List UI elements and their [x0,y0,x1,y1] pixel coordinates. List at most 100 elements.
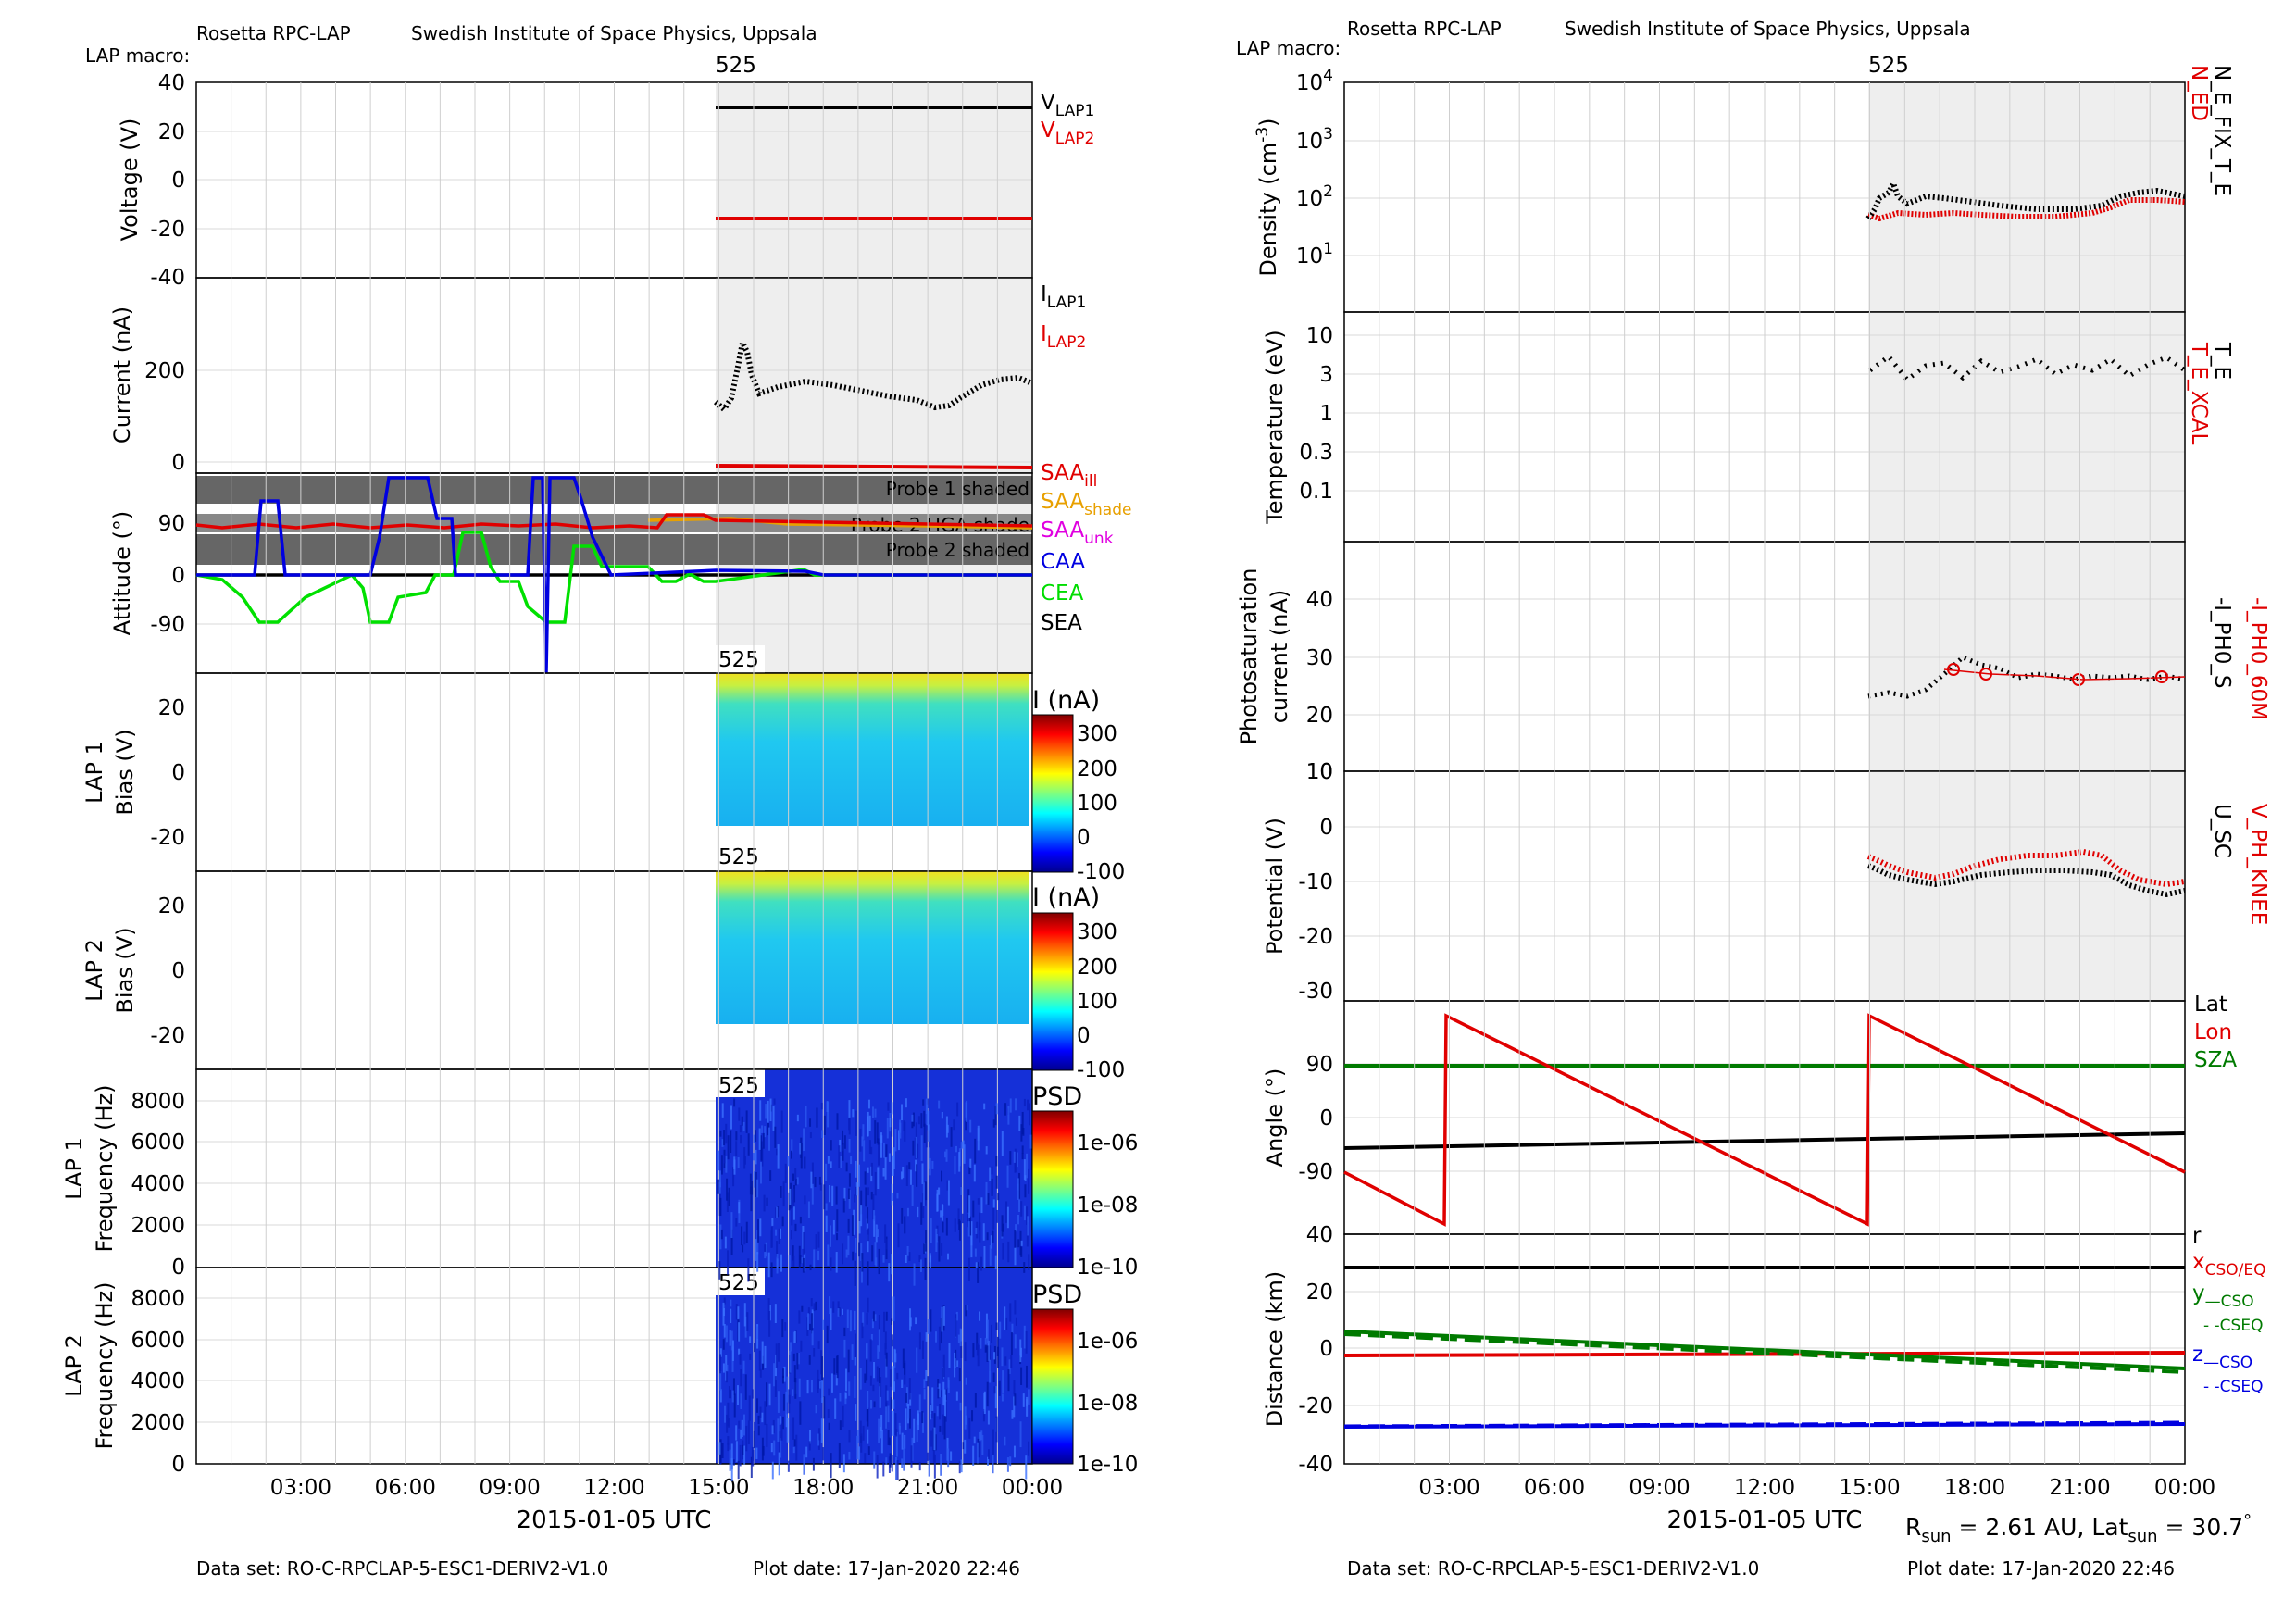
psd-streak [851,1215,854,1236]
lap1-freq-yticks: 8000 6000 4000 2000 0 [131,1090,185,1280]
psd-streak [887,1405,890,1423]
lap1-bias-cbar-title: I (nA) [1032,686,1100,715]
lap2-bias-cbar-ticks: 300 200 100 0 -100 [1077,920,1125,1082]
psd-streak [776,1253,779,1274]
psd-streak [928,1124,930,1142]
psd-streak [943,1416,946,1440]
psd-streak [790,1230,792,1240]
current-macro-shade [716,278,1032,473]
psd-streak [924,1257,927,1280]
distance-ylabel: Distance (km) [1262,1271,1288,1428]
psd-streak [925,1332,928,1342]
psd-streak [1002,1370,1004,1394]
psd-streak [955,1311,958,1321]
psd-streak [878,1329,880,1352]
psd-streak [942,1354,945,1378]
psd-streak [775,1229,778,1236]
psd-streak [816,1107,818,1128]
psd-streak [989,1167,992,1181]
psd-streak [887,1102,890,1111]
psd-streak [849,1310,852,1332]
psd-streak [833,1358,836,1375]
psd-streak [908,1378,911,1400]
current-yticks: 200 0 [144,359,185,475]
psd-streak [986,1381,989,1407]
psd-streak [722,1363,725,1373]
psd-streak [884,1157,887,1180]
psd-streak [792,1173,795,1181]
lap1-bias-macro-box [716,645,765,673]
psd-streak [764,1251,767,1259]
psd-streak [1019,1230,1022,1256]
psd-streak [797,1352,800,1365]
psd-streak [921,1163,924,1184]
psd-streak [990,1235,992,1249]
psd-streak [842,1198,845,1213]
psd-streak [1015,1317,1017,1326]
x-tick-label: 15:00 [688,1476,749,1500]
lap2-bias-macro-label: 525 [718,845,759,869]
psd-streak [838,1145,841,1168]
psd-streak [1023,1205,1026,1221]
psd-streak [980,1256,983,1271]
psd-streak [911,1114,914,1122]
psd-streak [861,1253,864,1272]
psd-streak [878,1142,880,1166]
psd-streak [892,1381,895,1392]
psd-streak [730,1443,733,1470]
psd-streak [877,1345,880,1359]
psd-streak [979,1212,981,1231]
psd-streak [787,1156,790,1167]
psd-streak [786,1418,789,1443]
attitude-ytick: -90 [150,613,185,637]
psd-streak [884,1224,887,1243]
psd-streak [940,1390,942,1398]
psd-streak [962,1442,965,1450]
psd-streak [904,1121,906,1142]
psd-streak [762,1132,765,1149]
distance-legend-z-cseq: - -CSEQ [2203,1378,2263,1396]
psd-streak [832,1219,835,1235]
x-tick-label: 03:00 [270,1476,331,1500]
psd-streak [985,1181,988,1205]
psd-streak [956,1102,959,1117]
potential-ytick: 0 [1319,816,1333,840]
psd-streak [1028,1103,1030,1126]
psd-streak [817,1250,820,1261]
psd-streak [739,1125,742,1133]
psd-streak [931,1160,934,1169]
psd-streak [874,1242,877,1265]
psd-streak [987,1456,990,1466]
psd-streak [771,1425,774,1435]
psd-streak [877,1167,880,1190]
distance-legend-r: r [2192,1224,2202,1248]
psd-streak [959,1402,962,1411]
psd-streak [903,1120,905,1131]
psd-streak [719,1354,722,1374]
psd-streak [917,1143,919,1159]
psd-streak [874,1314,877,1321]
psd-streak [817,1231,820,1248]
psd-streak [740,1429,742,1439]
psd-streak [979,1222,981,1243]
psd-streak [813,1249,816,1268]
psd-streak [984,1344,987,1353]
photo-ytick: 10 [1306,760,1333,784]
psd-streak [846,1309,849,1328]
lap2-freq-macro-box [716,1268,765,1295]
density-ytick: 103 [1296,125,1333,154]
cbar-tick: 0 [1077,1024,1091,1048]
psd-streak [1004,1306,1006,1330]
psd-streak [745,1221,748,1243]
psd-streak [891,1334,893,1347]
potential-legend-v-ph-knee: V_PH_KNEE [2246,804,2270,925]
psd-streak [942,1305,945,1326]
psd-streak [967,1221,970,1237]
psd-streak [1019,1421,1022,1448]
psd-streak [852,1109,855,1118]
psd-streak [827,1102,830,1128]
temperature-ytick: 0.1 [1299,480,1333,504]
psd-streak [854,1260,856,1286]
psd-streak [919,1259,922,1272]
psd-streak [885,1385,888,1411]
